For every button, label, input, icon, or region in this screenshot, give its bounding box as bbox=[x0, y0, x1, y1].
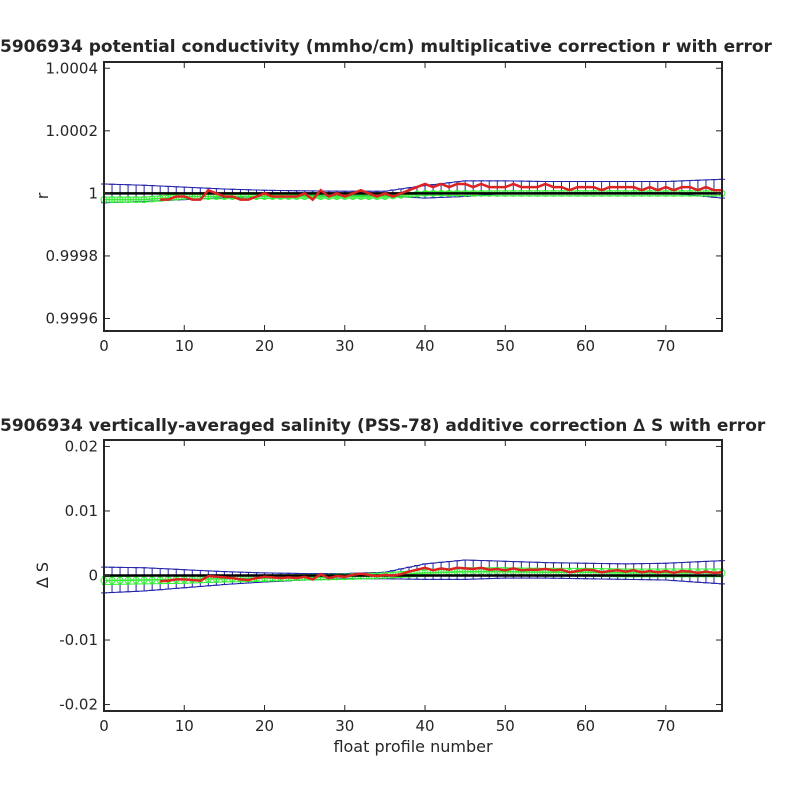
x-tick-label: 60 bbox=[576, 717, 595, 735]
chart-title: 5906934 vertically-averaged salinity (PS… bbox=[0, 416, 766, 436]
y-tick-label: 1.0002 bbox=[46, 122, 99, 140]
y-tick-label: 0.9996 bbox=[46, 309, 99, 327]
y-tick-label: 0 bbox=[88, 567, 98, 585]
x-tick-label: 70 bbox=[656, 337, 675, 355]
x-tick-label: 70 bbox=[656, 717, 675, 735]
x-tick-label: 0 bbox=[99, 717, 109, 735]
error-envelope-upper bbox=[103, 559, 723, 575]
error-envelope-lower bbox=[103, 577, 723, 594]
y-axis-label: ∆ S bbox=[33, 562, 52, 589]
y-tick-label: 1 bbox=[88, 184, 98, 202]
x-tick-label: 10 bbox=[175, 717, 194, 735]
x-tick-label: 50 bbox=[496, 337, 515, 355]
x-tick-label: 40 bbox=[415, 337, 434, 355]
x-tick-label: 50 bbox=[496, 717, 515, 735]
plot-area bbox=[100, 178, 726, 204]
y-tick-label: -0.01 bbox=[59, 631, 98, 649]
x-tick-label: 10 bbox=[175, 337, 194, 355]
x-tick-label: 30 bbox=[335, 337, 354, 355]
x-tick-label: 40 bbox=[415, 717, 434, 735]
y-tick-label: 0.01 bbox=[65, 502, 98, 520]
chart-title: 5906934 potential conductivity (mmho/cm)… bbox=[0, 37, 773, 57]
y-tick-label: 0.9998 bbox=[46, 247, 99, 265]
x-tick-label: 60 bbox=[576, 337, 595, 355]
x-tick-label: 0 bbox=[99, 337, 109, 355]
plot-area bbox=[100, 559, 726, 594]
y-tick-label: -0.02 bbox=[59, 696, 98, 714]
chart-salinity-correction: 5906934 vertically-averaged salinity (PS… bbox=[0, 416, 766, 756]
y-axis-label: r bbox=[33, 192, 52, 199]
x-tick-label: 20 bbox=[255, 717, 274, 735]
x-tick-label: 20 bbox=[255, 337, 274, 355]
error-envelope-upper bbox=[103, 178, 723, 192]
axes-frame bbox=[103, 61, 723, 332]
y-tick-label: 1.0004 bbox=[46, 59, 99, 77]
x-tick-label: 30 bbox=[335, 717, 354, 735]
series-line bbox=[103, 570, 722, 582]
series-line-per-profile bbox=[160, 566, 723, 583]
y-tick-label: 0.02 bbox=[65, 437, 98, 455]
series-line-per-profile bbox=[160, 182, 722, 202]
chart-conductivity-correction: 5906934 potential conductivity (mmho/cm)… bbox=[0, 37, 773, 355]
error-envelope-lower bbox=[104, 194, 722, 203]
x-axis-label: float profile number bbox=[333, 737, 493, 756]
